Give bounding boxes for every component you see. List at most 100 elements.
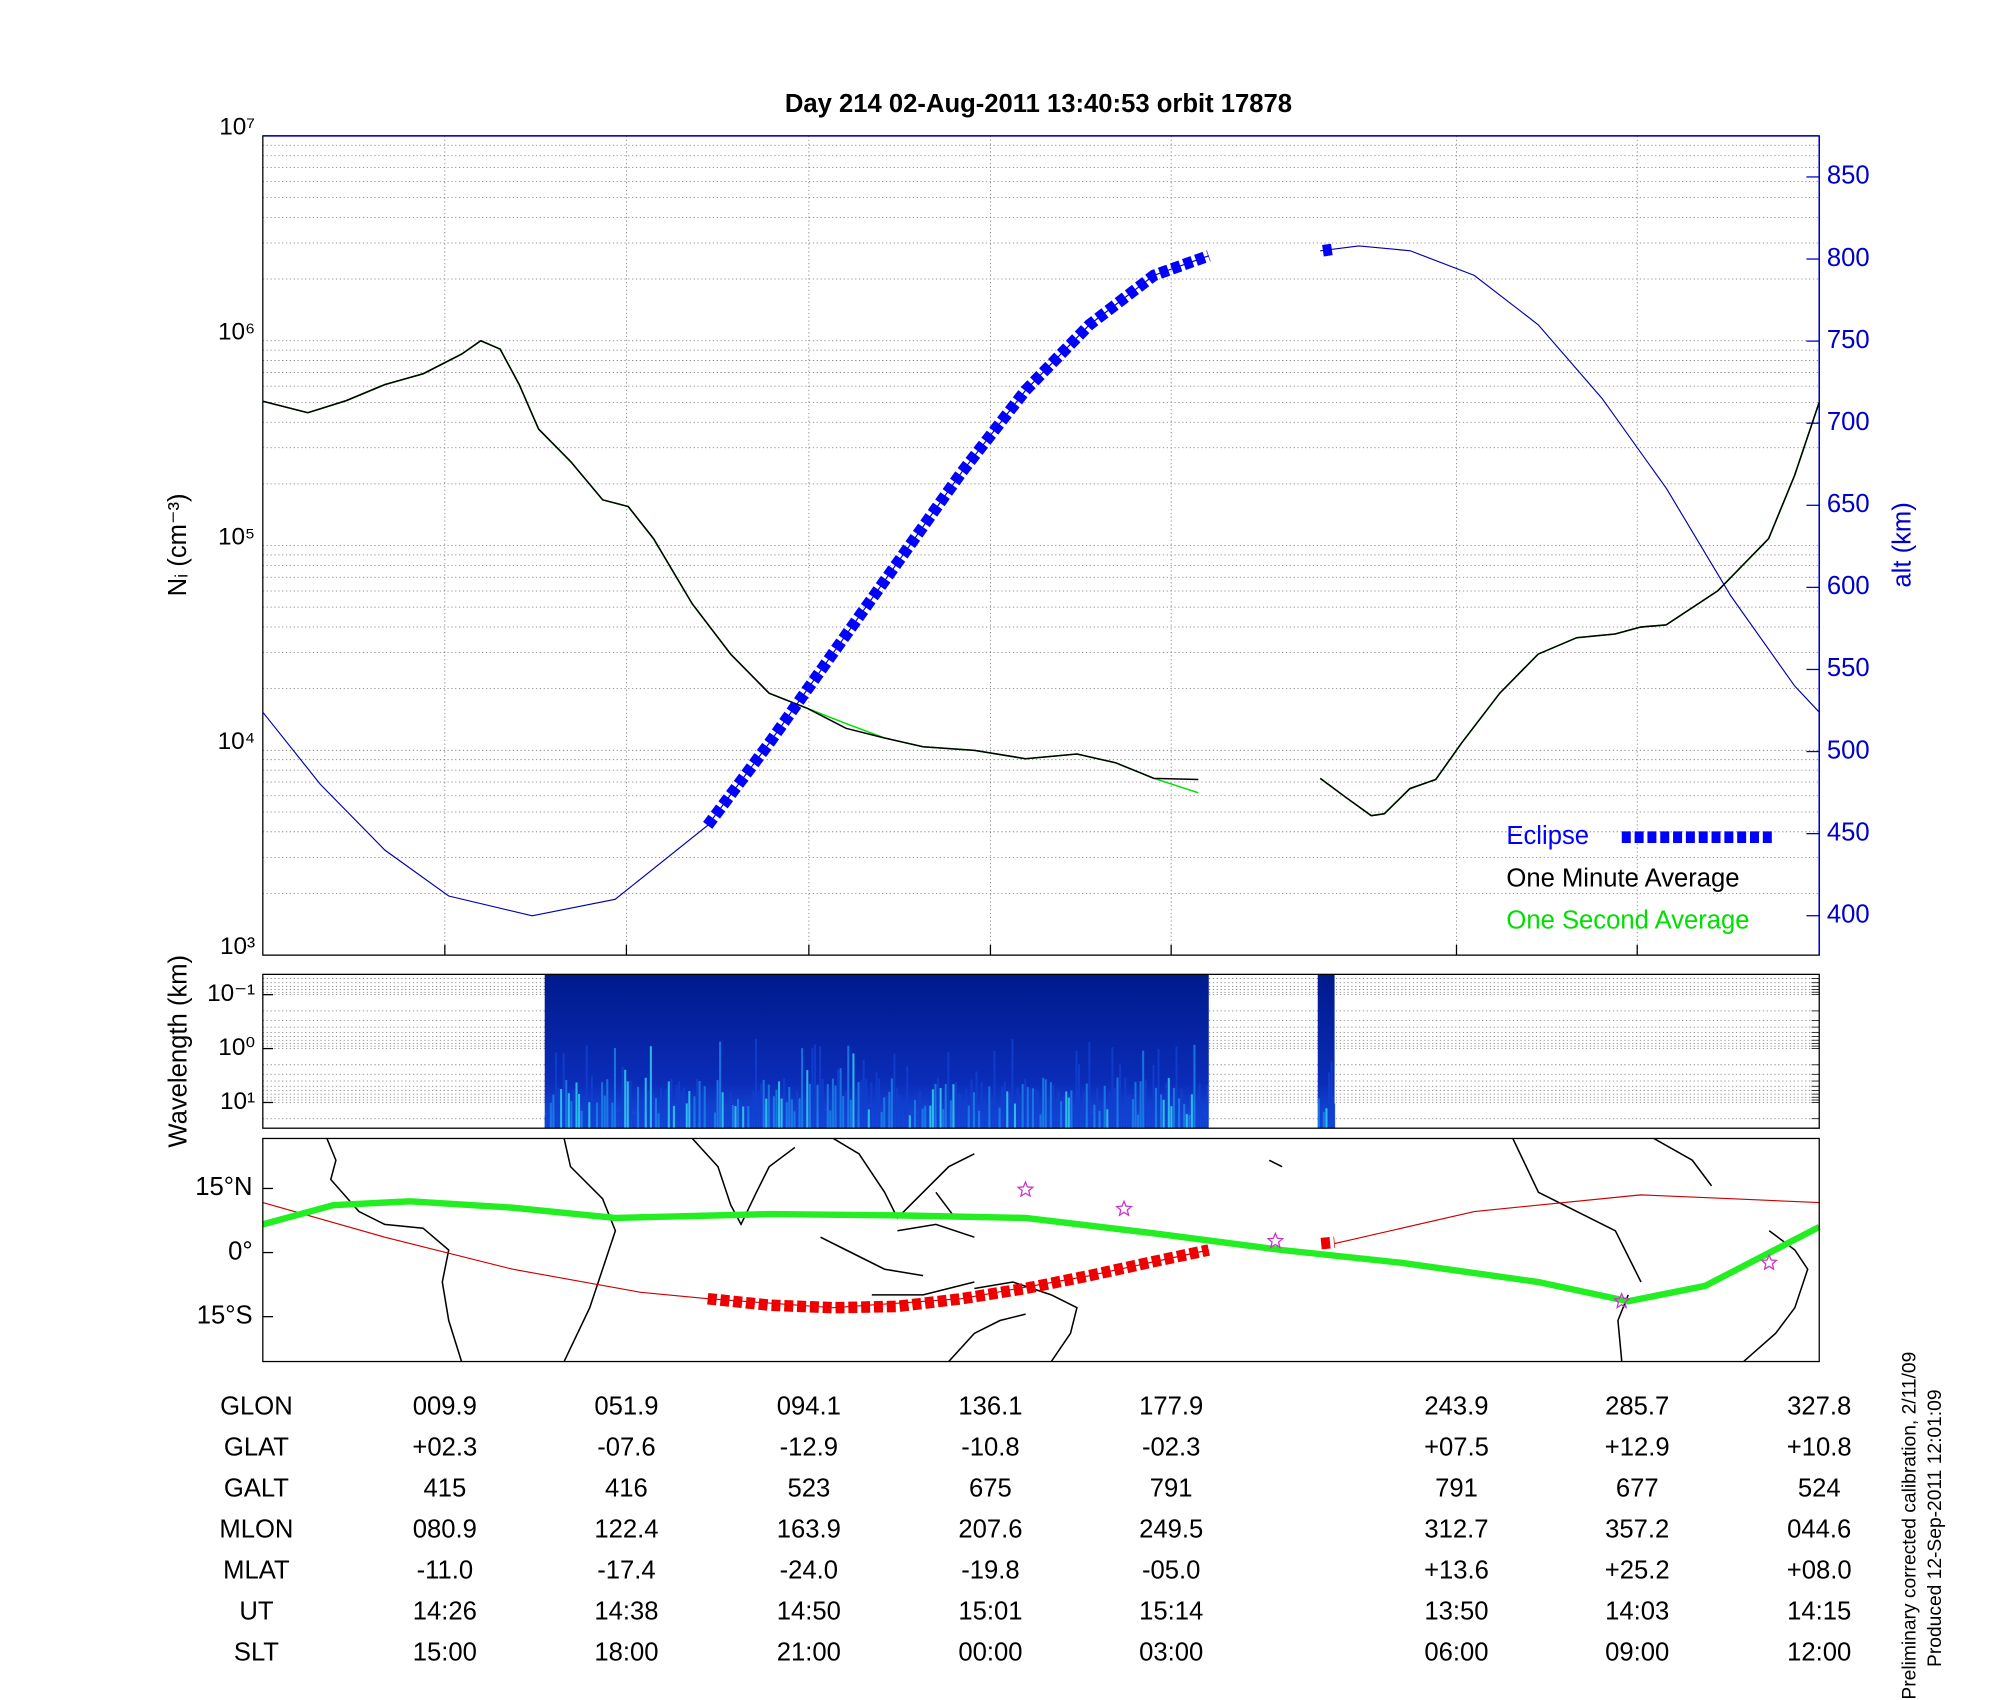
spectrogram-stripe (1327, 1072, 1331, 1129)
spectrogram-stripe (754, 1038, 758, 1129)
spectrogram-stripe (924, 1105, 927, 1129)
spectrogram-stripe (1170, 1106, 1173, 1129)
spectrogram-stripe (829, 1110, 832, 1129)
spectrogram-stripe (970, 1079, 973, 1129)
spectrogram-stripe (1037, 1091, 1040, 1129)
spectrogram-stripe (962, 1100, 965, 1129)
table-cell: 122.4 (594, 1516, 658, 1544)
spectrogram-stripe (824, 1110, 827, 1129)
coastlines (326, 1138, 1809, 1362)
table-cell: 12:00 (1787, 1639, 1851, 1667)
track-line (261, 1198, 1821, 1305)
spectrogram-stripe (601, 1082, 604, 1129)
spectrogram-stripe (844, 1091, 847, 1129)
spectrogram-stripe (865, 1078, 868, 1129)
event-marker (1266, 1231, 1285, 1249)
row-label: MLON (219, 1516, 293, 1544)
spectrogram-stripe (1070, 1090, 1073, 1129)
x-tick-label: 094.1 (777, 1392, 841, 1420)
spectrogram-stripe (639, 1106, 642, 1129)
spectrogram-stripe (831, 1078, 834, 1129)
spectrogram-stripe (860, 1080, 863, 1129)
spectrogram-stripe (1013, 1103, 1016, 1129)
spectrogram-stripe (1142, 1050, 1145, 1129)
spectrogram-stripe (1111, 1046, 1114, 1129)
spectrogram-stripe (808, 1083, 811, 1129)
spectrogram-stripe (1075, 1050, 1078, 1129)
table-cell: 791 (1150, 1475, 1193, 1503)
spectrogram-stripe (1320, 1104, 1323, 1129)
plot-frame (262, 973, 1820, 1129)
spectrogram-stripe (1029, 1088, 1032, 1129)
spectrogram-stripe (742, 1106, 745, 1129)
spectrogram-stripe (1090, 1113, 1093, 1129)
spectrogram-stripe (890, 1078, 893, 1129)
spectrogram-stripe (731, 1105, 734, 1129)
table-cell: -24.0 (780, 1557, 838, 1585)
spectrogram-stripe (752, 1090, 755, 1129)
spectrogram-stripe (1019, 1094, 1022, 1129)
spectrogram-stripe (1042, 1077, 1045, 1129)
table-cell: -17.4 (597, 1557, 655, 1585)
spectrogram-stripe (911, 1113, 914, 1129)
table-cell: +13.6 (1424, 1557, 1489, 1585)
spectrogram-stripe (883, 1097, 886, 1129)
table-cell: 312.7 (1424, 1516, 1488, 1544)
table-cell: 14:38 (594, 1598, 658, 1626)
spectrogram-stripe (990, 1099, 993, 1129)
table-cell: 18:00 (594, 1639, 658, 1667)
spectrogram-stripe (616, 1112, 619, 1129)
spectrogram-stripe (595, 1102, 599, 1129)
spectrogram-stripe (895, 1087, 899, 1129)
y2-tick-label: 850 (1827, 162, 1870, 190)
spectrogram-stripe (975, 1071, 978, 1129)
table-cell: 163.9 (777, 1516, 841, 1544)
table-cell: 15:01 (958, 1598, 1022, 1626)
spectrogram-stripe (1095, 1088, 1099, 1129)
spectrogram-stripe (739, 1100, 742, 1129)
chart-title: Day 214 02-Aug-2011 13:40:53 orbit 17878 (785, 90, 1292, 118)
spectrogram-stripe (590, 1075, 593, 1129)
spectrogram-stripe (1201, 1101, 1204, 1129)
spectrogram-stripe (1147, 1108, 1150, 1129)
spectrogram-stripe (642, 1101, 645, 1129)
table-cell: 06:00 (1424, 1639, 1488, 1667)
spectrogram-stripe (1085, 1083, 1088, 1129)
spectrogram-stripe (1052, 1085, 1055, 1129)
table-cell: 675 (969, 1475, 1012, 1503)
spectrogram-stripe (1047, 1100, 1050, 1129)
table-cell: -10.8 (961, 1433, 1019, 1461)
spectrogram-stripe (952, 1084, 955, 1129)
spectrogram-stripe (1134, 1081, 1137, 1129)
spectrogram-stripe (888, 1091, 891, 1129)
spectrogram-stripe (770, 1101, 773, 1129)
spectrogram-stripe (847, 1045, 850, 1129)
spectrogram-stripe (1165, 1082, 1168, 1129)
table-cell: 21:00 (777, 1639, 841, 1667)
spectrogram-stripe (916, 1114, 919, 1129)
spectrogram-stripe (1016, 1087, 1019, 1129)
y-tick-label: 15°N (195, 1173, 252, 1201)
spectrogram-stripe (1206, 1084, 1209, 1129)
spectrogram-stripe (839, 1068, 842, 1129)
table-cell: +25.2 (1605, 1557, 1670, 1585)
spectrogram-stripe (862, 1060, 865, 1129)
y2-tick-label: 800 (1827, 244, 1870, 272)
event-marker (1760, 1253, 1778, 1271)
spectrogram-stripe (695, 1079, 699, 1129)
spectrogram-stripe (949, 1100, 952, 1129)
spectrogram-stripe (1162, 1099, 1165, 1129)
x-tick-label: 285.7 (1605, 1392, 1669, 1420)
spectrogram-stripe (972, 1092, 975, 1129)
row-label: GLON (220, 1392, 293, 1420)
spectrogram-stripe (1113, 1088, 1116, 1129)
spectrogram-stripe (1108, 1091, 1111, 1129)
spectrogram-stripe (734, 1106, 737, 1129)
spectrogram-stripe (995, 1106, 999, 1129)
spectrogram-stripe (621, 1066, 624, 1129)
table-cell: 00:00 (958, 1639, 1022, 1667)
spectrogram-stripe (957, 1093, 960, 1129)
spectrogram-stripe (978, 1110, 981, 1129)
spectrogram-stripe (593, 1104, 596, 1129)
y-tick-label: 15°S (197, 1301, 253, 1329)
